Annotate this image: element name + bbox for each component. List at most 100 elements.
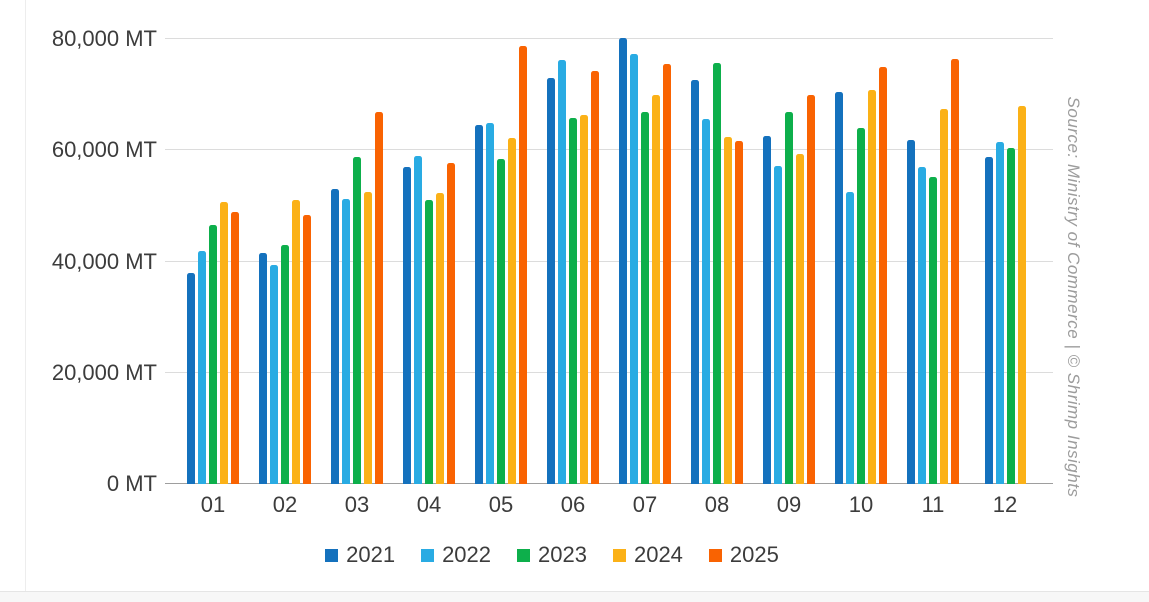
gridline [165, 483, 1053, 484]
y-axis-tick-label: 60,000 MT [51, 137, 157, 163]
bar-2024-month-12[interactable] [1017, 105, 1026, 484]
bar-2024-month-04[interactable] [436, 193, 444, 484]
legend-label-2024: 2024 [633, 542, 683, 567]
bar-2022-month-11[interactable] [918, 167, 926, 484]
left-edge-divider [25, 0, 26, 602]
bar-2023-month-09[interactable] [785, 112, 793, 484]
month-label-07: 07 [632, 492, 658, 517]
legend-label-2022: 2022 [442, 542, 492, 567]
bar-2024-month-02[interactable] [292, 200, 300, 484]
bar-2025-month-06[interactable] [591, 70, 599, 484]
bar-2021-month-01[interactable] [187, 272, 195, 484]
legend-item-2025: 2025 [708, 542, 779, 568]
bar-2025-month-10[interactable] [879, 67, 887, 484]
bar-2025-month-07[interactable] [663, 64, 671, 484]
month-label-05: 05 [488, 492, 514, 517]
bar-group-03 [321, 17, 393, 484]
bar-2025-month-02[interactable] [303, 214, 311, 484]
bar-2022-month-03[interactable] [342, 199, 350, 484]
bar-group-01 [177, 17, 249, 484]
bar-2025-month-01[interactable] [231, 211, 239, 484]
bottom-edge-divider [0, 591, 1149, 602]
legend-item-2023: 2023 [517, 542, 587, 568]
legend-item-2022: 2022 [421, 542, 491, 568]
y-axis-labels: 0 MT 20,000 MT 40,000 MT 60,000 MT 80,000 MT [0, 17, 157, 496]
bar-2021-month-11[interactable] [907, 140, 915, 484]
bar-2021-month-08[interactable] [691, 80, 699, 484]
y-axis-tick-label: 0 MT [106, 471, 157, 496]
bar-group-07 [609, 17, 681, 484]
bar-2023-month-10[interactable] [857, 128, 865, 484]
bar-2025-month-05[interactable] [519, 45, 527, 484]
month-label-09: 09 [776, 492, 802, 517]
bar-2023-month-05[interactable] [497, 158, 505, 484]
bar-2024-month-05[interactable] [508, 137, 516, 484]
legend-item-2024: 2024 [612, 542, 683, 568]
bar-2023-month-04[interactable] [425, 200, 433, 484]
bar-2021-month-09[interactable] [763, 135, 771, 484]
bar-2021-month-04[interactable] [403, 167, 411, 484]
y-axis-tick-label: 20,000 MT [51, 359, 157, 385]
bar-group-04 [393, 17, 465, 484]
legend-swatch-2023 [517, 548, 531, 562]
bar-2023-month-03[interactable] [353, 157, 361, 484]
gridline [165, 38, 1053, 40]
bar-2023-month-02[interactable] [281, 244, 289, 484]
bar-2024-month-09[interactable] [796, 154, 804, 484]
bar-2022-month-09[interactable] [774, 166, 782, 484]
bar-group-09 [753, 17, 825, 484]
bar-2021-month-05[interactable] [475, 124, 483, 484]
bar-2024-month-01[interactable] [220, 201, 228, 484]
legend-swatch-2024 [612, 548, 626, 562]
bar-2025-month-09[interactable] [807, 94, 815, 484]
month-label-02: 02 [272, 492, 298, 517]
bar-2025-month-08[interactable] [735, 140, 743, 484]
bar-2024-month-07[interactable] [652, 94, 660, 484]
bar-2023-month-01[interactable] [209, 225, 217, 484]
bar-2024-month-08[interactable] [724, 136, 732, 484]
bar-group-02 [249, 17, 321, 484]
bar-2023-month-08[interactable] [713, 62, 721, 484]
bar-2022-month-05[interactable] [486, 123, 494, 484]
legend: 2021 2022 2023 2024 2025 [0, 542, 1104, 568]
bar-2022-month-02[interactable] [270, 264, 278, 484]
bar-2023-month-07[interactable] [641, 112, 649, 484]
plot-area [165, 17, 1053, 484]
bar-2025-month-04[interactable] [447, 162, 455, 484]
y-axis-tick-label: 40,000 MT [51, 248, 157, 274]
bar-2022-month-01[interactable] [198, 250, 206, 484]
bar-2023-month-06[interactable] [569, 117, 577, 484]
legend-label-2021: 2021 [346, 542, 396, 567]
month-label-10: 10 [848, 492, 874, 517]
bar-2022-month-12[interactable] [995, 142, 1004, 484]
legend-swatch-2021 [325, 548, 339, 562]
month-label-12: 12 [992, 492, 1018, 517]
month-label-01: 01 [200, 492, 226, 517]
bar-2021-month-12[interactable] [984, 157, 993, 484]
bar-2024-month-06[interactable] [580, 115, 588, 484]
bar-2023-month-12[interactable] [1006, 148, 1015, 484]
month-label-03: 03 [344, 492, 370, 517]
bar-2022-month-08[interactable] [702, 119, 710, 484]
legend-swatch-2022 [421, 548, 435, 562]
bar-2021-month-03[interactable] [331, 189, 339, 484]
bar-2023-month-11[interactable] [929, 176, 937, 484]
bar-2022-month-10[interactable] [846, 192, 854, 484]
bar-2024-month-10[interactable] [868, 90, 876, 484]
bar-2025-month-03[interactable] [375, 111, 383, 484]
month-label-04: 04 [416, 492, 442, 517]
bar-2021-month-06[interactable] [547, 78, 555, 484]
bar-2022-month-07[interactable] [630, 54, 638, 484]
source-note: Source: Ministry of Commerce | © Shrimp … [1064, 96, 1083, 498]
bar-2025-month-11[interactable] [951, 58, 959, 484]
bar-2024-month-11[interactable] [940, 108, 948, 484]
bar-2021-month-07[interactable] [619, 38, 627, 484]
bar-2022-month-06[interactable] [558, 59, 566, 484]
bar-2021-month-02[interactable] [259, 253, 267, 484]
bar-2021-month-10[interactable] [835, 92, 843, 484]
gridline [165, 260, 1053, 262]
bar-2024-month-03[interactable] [364, 191, 372, 484]
bar-2022-month-04[interactable] [414, 156, 422, 484]
bar-group-08 [681, 17, 753, 484]
